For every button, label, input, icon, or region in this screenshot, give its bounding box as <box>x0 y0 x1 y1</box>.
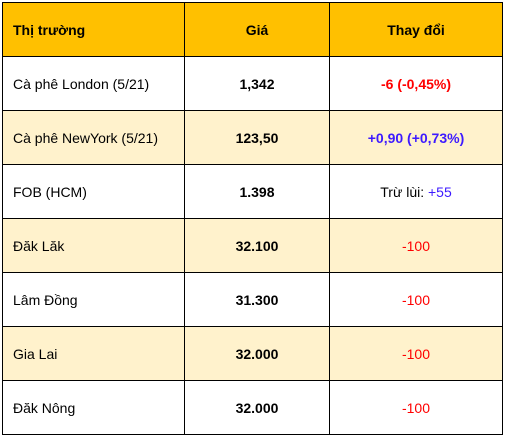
price-cell: 32.100 <box>184 218 330 273</box>
market-cell: Cà phê NewYork (5/21) <box>2 110 185 165</box>
market-cell: Cà phê London (5/21) <box>2 56 185 111</box>
change-cell: -100 <box>329 380 503 435</box>
change-value: -100 <box>401 237 431 254</box>
change-prefix: Trừ lùi: <box>380 183 428 200</box>
table-row: FOB (HCM) 1.398 Trừ lùi: +55 <box>2 164 503 219</box>
change-cell: +0,90 (+0,73%) <box>329 110 503 165</box>
price-cell: 123,50 <box>184 110 330 165</box>
market-cell: Gia Lai <box>2 326 185 381</box>
coffee-price-table: Thị trường Giá Thay đổi Cà phê London (5… <box>2 2 503 435</box>
price-cell: 32.000 <box>184 326 330 381</box>
price-cell: 31.300 <box>184 272 330 327</box>
change-value: -100 <box>401 291 431 308</box>
price-cell: 1,342 <box>184 56 330 111</box>
change-value: -100 <box>401 399 431 416</box>
market-cell: Đăk Nông <box>2 380 185 435</box>
price-cell: 32.000 <box>184 380 330 435</box>
table-row: Đăk Lăk 32.100 -100 <box>2 218 503 273</box>
change-cell: Trừ lùi: +55 <box>329 164 503 219</box>
table-row: Đăk Nông 32.000 -100 <box>2 380 503 435</box>
market-cell: Lâm Đồng <box>2 272 185 327</box>
market-cell: Đăk Lăk <box>2 218 185 273</box>
table-row: Cà phê London (5/21) 1,342 -6 (-0,45%) <box>2 56 503 111</box>
change-cell: -100 <box>329 326 503 381</box>
table-header-row: Thị trường Giá Thay đổi <box>2 2 503 57</box>
header-change: Thay đổi <box>329 2 503 57</box>
change-value: +0,90 (+0,73%) <box>367 129 465 146</box>
change-value: +55 <box>428 183 452 200</box>
change-cell: -6 (-0,45%) <box>329 56 503 111</box>
table-row: Cà phê NewYork (5/21) 123,50 +0,90 (+0,7… <box>2 110 503 165</box>
price-cell: 1.398 <box>184 164 330 219</box>
change-cell: -100 <box>329 218 503 273</box>
header-price: Giá <box>184 2 330 57</box>
header-market: Thị trường <box>2 2 185 57</box>
table-row: Gia Lai 32.000 -100 <box>2 326 503 381</box>
change-value: -100 <box>401 345 431 362</box>
table-row: Lâm Đồng 31.300 -100 <box>2 272 503 327</box>
change-value: -6 (-0,45%) <box>380 75 452 92</box>
change-cell: -100 <box>329 272 503 327</box>
market-cell: FOB (HCM) <box>2 164 185 219</box>
